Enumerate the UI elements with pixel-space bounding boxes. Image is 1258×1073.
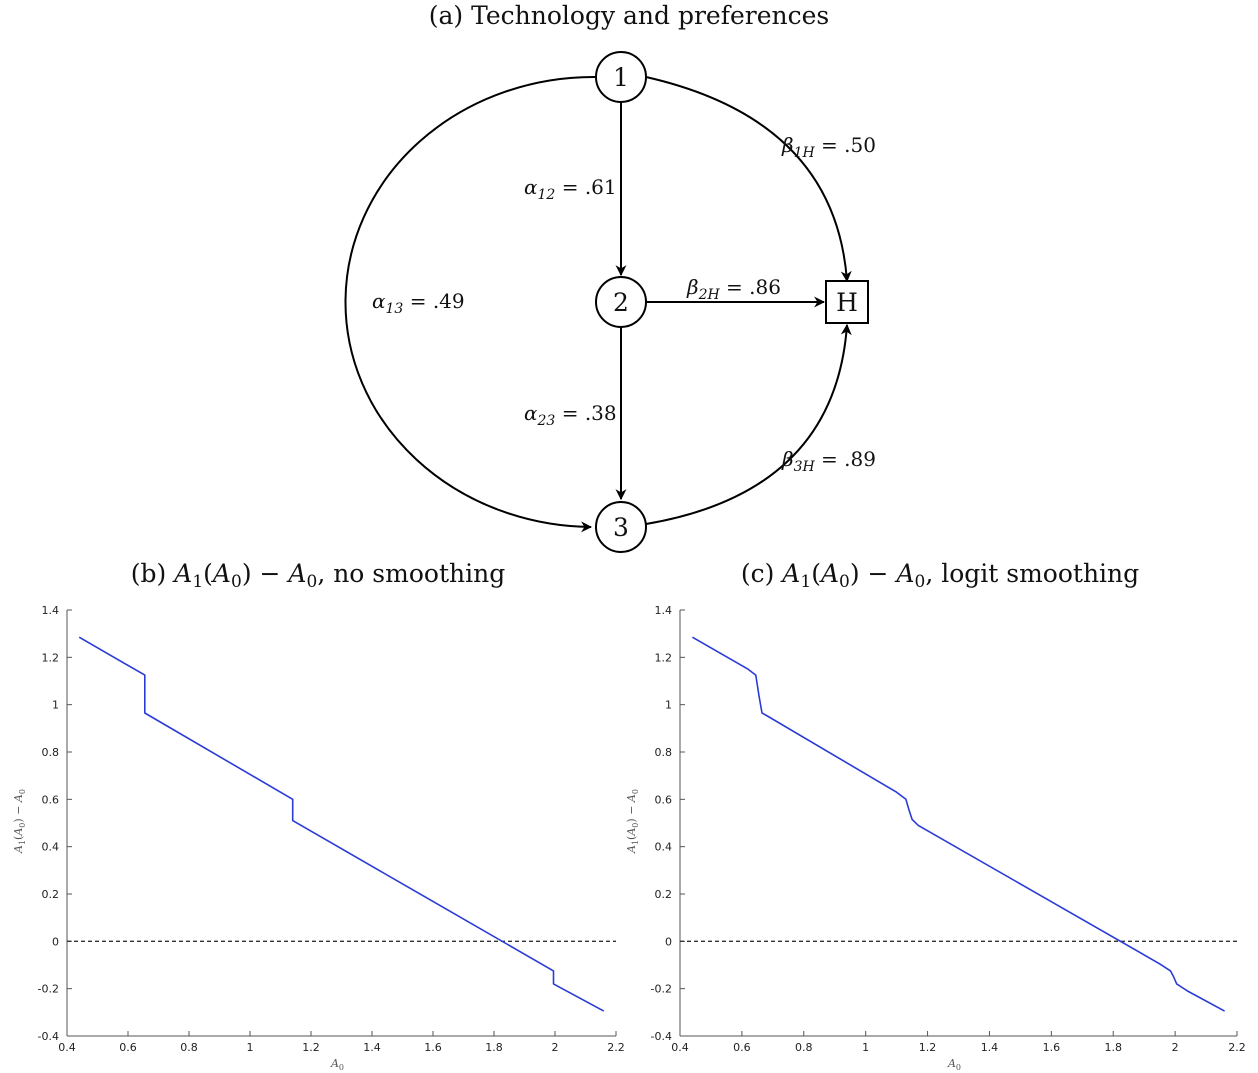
x-tick-label: 0.4 (671, 1041, 689, 1054)
edge-3-H (645, 323, 852, 525)
edge-labels: α12 = .61 α13 = .49 α23 = .38 β1H = .50 β2H … (372, 133, 876, 475)
node-H: H (825, 280, 869, 324)
y-tick-label: 0.4 (655, 841, 673, 854)
edge-label-1-2: α12 = .61 (524, 175, 617, 203)
x-tick-label: 0.6 (733, 1041, 751, 1054)
x-tick-label: 1.8 (1104, 1041, 1122, 1054)
x-tick-label: 0.8 (180, 1041, 198, 1054)
x-tick-label: 1.4 (363, 1041, 381, 1054)
edge-label-1-3: α13 = .49 (372, 289, 465, 317)
y-tick-label: -0.2 (38, 983, 59, 996)
chart-caption: (c) A1(A0) − A0, logit smoothing (741, 559, 1139, 592)
y-tick-label: 0.8 (42, 746, 60, 759)
y-tick-label: 0.8 (655, 746, 673, 759)
x-tick-label: 1.2 (919, 1041, 937, 1054)
chart-no-smoothing: (b) A1(A0) − A0, no smoothing 0.4 0.6 0.8 1 1… (12, 559, 625, 1072)
y-tick-label: 0.4 (42, 841, 60, 854)
x-tick-label: 1.6 (1043, 1041, 1061, 1054)
x-tick-label: 1.2 (302, 1041, 320, 1054)
node-H-label: H (836, 288, 858, 317)
y-tick-label: 0.2 (42, 888, 60, 901)
y-tick-label: 0.2 (655, 888, 673, 901)
chart-caption: (b) A1(A0) − A0, no smoothing (131, 559, 505, 592)
y-tick-label: 1.4 (42, 604, 60, 617)
node-1-label: 1 (613, 63, 629, 92)
x-tick-label: 1.6 (424, 1041, 442, 1054)
y-tick-label: -0.4 (38, 1030, 59, 1043)
y-axis-label: A1(A0) − A0 (12, 789, 27, 854)
series-line (78, 636, 605, 1012)
x-axis-label: A0 (330, 1057, 344, 1072)
series-line (692, 636, 1225, 1012)
x-axis-label: A0 (947, 1057, 961, 1072)
y-tick-label: -0.2 (651, 983, 672, 996)
y-tick-label: 1 (665, 699, 672, 712)
edge-label-1-H: β1H = .50 (781, 133, 876, 161)
diagram-caption: (a) Technology and preferences (429, 1, 830, 30)
x-tick-label: 2.2 (1228, 1041, 1246, 1054)
y-tick-label: 1.2 (655, 651, 673, 664)
y-tick-label: 1 (52, 699, 59, 712)
y-tick-label: 1.4 (655, 604, 673, 617)
x-tick-label: 0.4 (58, 1041, 76, 1054)
y-tick-label: 0 (665, 935, 672, 948)
x-tick-label: 1 (247, 1041, 254, 1054)
chart-logit-smoothing: (c) A1(A0) − A0, logit smoothing 0.4 0.6 0.… (625, 559, 1246, 1072)
y-tick-label: 0.6 (42, 793, 60, 806)
edge-1-3 (344, 75, 597, 533)
x-tick-label: 0.6 (119, 1041, 137, 1054)
edge-label-3-H: β3H = .89 (781, 447, 876, 475)
diagram-panel: (a) Technology and preferences α12 = .61… (344, 1, 876, 553)
edge-label-2-H: β2H = .86 (686, 275, 781, 303)
node-3-label: 3 (613, 513, 629, 542)
x-tick-label: 1.4 (981, 1041, 999, 1054)
x-tick-label: 0.8 (795, 1041, 813, 1054)
x-tick-label: 1.8 (485, 1041, 503, 1054)
y-tick-label: 1.2 (42, 651, 60, 664)
x-tick-label: 2.2 (607, 1041, 625, 1054)
node-2-label: 2 (613, 288, 629, 317)
edge-label-2-3: α23 = .38 (524, 401, 617, 429)
y-tick-label: 0 (52, 935, 59, 948)
y-axis-label: A1(A0) − A0 (625, 789, 640, 854)
node-2: 2 (595, 276, 647, 328)
x-tick-label: 1 (862, 1041, 869, 1054)
edge-1-H (645, 76, 852, 283)
y-tick-label: -0.4 (651, 1030, 672, 1043)
node-3: 3 (595, 501, 647, 553)
y-tick-label: 0.6 (655, 793, 673, 806)
x-tick-label: 2 (1172, 1041, 1179, 1054)
node-1: 1 (595, 51, 647, 103)
x-tick-label: 2 (552, 1041, 559, 1054)
